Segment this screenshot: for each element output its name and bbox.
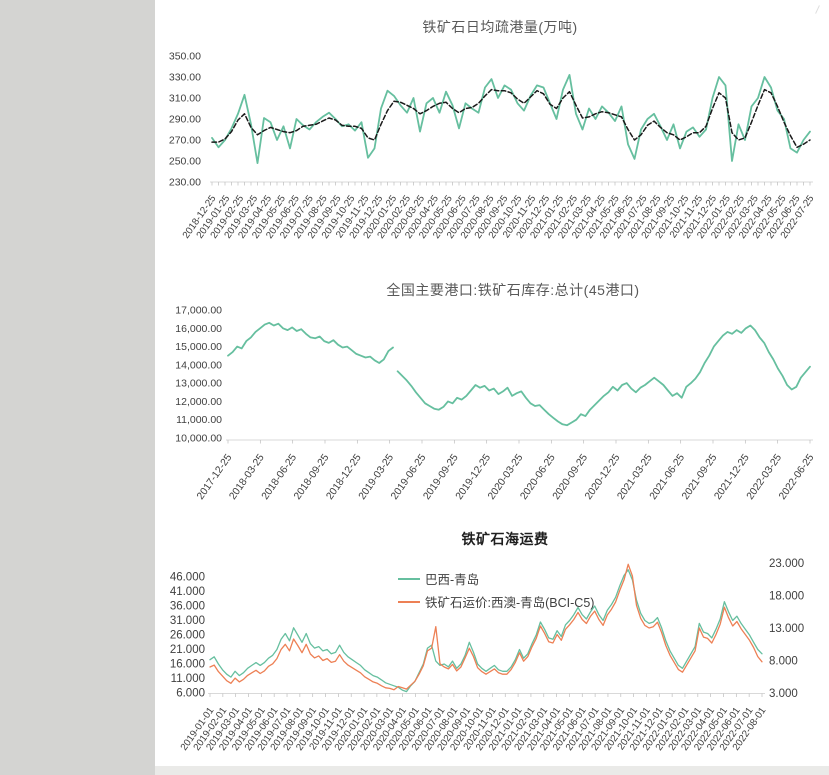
svg-text:250.00: 250.00	[169, 156, 201, 168]
chart-title-port-inventory: 全国主要港口:铁矿石库存:总计(45港口)	[386, 282, 640, 298]
port-inventory-plot: 10,000.00 11,000.00 12,000.00 13,000.00 14,0…	[175, 305, 816, 502]
svg-text:18.000: 18.000	[769, 591, 804, 603]
y-axis-labels: 6.000 11.000 16.000 21.000 26.000 31.000 36.00…	[170, 572, 205, 700]
svg-text:12,000.00: 12,000.00	[175, 396, 222, 408]
sea-freight-legend: 巴西-青岛 铁矿石运价:西澳-青岛(BCI-C5)	[398, 570, 594, 610]
chart-daily-port-dispatch: 铁矿石日均疏港量(万吨) 230.00 250.00 270.00 290.00 310…	[155, 0, 829, 268]
x-axis-labels: 2019-01-012019-02-012019-03-012019-04-01…	[179, 705, 769, 752]
x-axis-labels: 2017-12-252018-03-252018-06-252018-09-25…	[195, 452, 816, 502]
svg-text:16,000.00: 16,000.00	[175, 323, 222, 335]
svg-text:3.000: 3.000	[769, 688, 798, 700]
legend-label-west-australia-qingdao: 铁矿石运价:西澳-青岛(BCI-C5)	[425, 596, 595, 610]
svg-text:310.00: 310.00	[169, 93, 201, 105]
svg-text:6.000: 6.000	[176, 688, 205, 700]
svg-text:17,000.00: 17,000.00	[175, 305, 222, 317]
svg-text:290.00: 290.00	[169, 114, 201, 126]
legend-item-west-australia-qingdao: 铁矿石运价:西澳-青岛(BCI-C5)	[398, 593, 594, 610]
series-line-2	[211, 88, 811, 149]
chart-title-daily-port-dispatch: 铁矿石日均疏港量(万吨)	[422, 19, 578, 35]
daily-port-dispatch-plot: 230.00 250.00 270.00 290.00 310.00 330.00 350.…	[169, 51, 817, 241]
x-axis	[210, 181, 813, 186]
svg-text:10,000.00: 10,000.00	[175, 433, 222, 445]
svg-text:270.00: 270.00	[169, 135, 201, 147]
x-axis	[208, 693, 765, 697]
legend-line-swatch-green	[398, 577, 420, 580]
svg-text:16.000: 16.000	[170, 659, 205, 671]
x-axis-labels: 2018-12-252019-01-252019-02-252019-03-25…	[181, 193, 817, 241]
svg-text:8.000: 8.000	[769, 656, 798, 668]
svg-text:36.000: 36.000	[170, 601, 205, 613]
right-axis-labels: 3.000 8.000 13.000 18.000 23.000	[769, 558, 804, 700]
legend-item-brazil-qingdao: 巴西-青岛	[398, 570, 594, 587]
svg-text:330.00: 330.00	[169, 72, 201, 84]
svg-text:41.000: 41.000	[170, 586, 205, 598]
series-line-1	[211, 74, 811, 165]
series-line-1	[396, 324, 811, 427]
svg-text:31.000: 31.000	[170, 615, 205, 627]
svg-text:350.00: 350.00	[169, 51, 201, 63]
y-axis-labels: 230.00 250.00 270.00 290.00 310.00 330.00 350.…	[169, 51, 201, 189]
svg-text:11,000.00: 11,000.00	[176, 414, 222, 426]
svg-text:15,000.00: 15,000.00	[175, 341, 222, 353]
svg-text:230.00: 230.00	[169, 177, 201, 189]
x-axis	[226, 439, 813, 444]
chart-sea-freight: 铁矿石海运费 6.000 11.000 16.000 21.000 26.000 31.0…	[155, 520, 829, 775]
legend-line-swatch-orange	[398, 600, 420, 603]
svg-text:14,000.00: 14,000.00	[175, 359, 222, 371]
sidebar-panel	[0, 0, 155, 775]
charts-area: 铁矿石日均疏港量(万吨) 230.00 250.00 270.00 290.00 310…	[155, 0, 829, 775]
y-axis-labels: 10,000.00 11,000.00 12,000.00 13,000.00 14,0…	[175, 305, 222, 445]
svg-text:13,000.00: 13,000.00	[175, 378, 222, 390]
series-line-1	[227, 321, 394, 364]
legend-label-brazil-qingdao: 巴西-青岛	[425, 573, 480, 587]
series-line-1	[209, 569, 763, 693]
svg-text:23.000: 23.000	[769, 558, 804, 570]
svg-text:26.000: 26.000	[170, 630, 205, 642]
svg-text:46.000: 46.000	[170, 572, 205, 584]
svg-text:21.000: 21.000	[170, 644, 205, 656]
chart-port-inventory: 全国主要港口:铁矿石库存:总计(45港口) 10,000.00 11,000.00…	[155, 270, 829, 520]
svg-text:11.000: 11.000	[171, 673, 205, 685]
series-line-2	[209, 563, 763, 691]
footer-strip	[155, 766, 829, 775]
chart-title-sea-freight: 铁矿石海运费	[461, 531, 549, 547]
svg-text:13.000: 13.000	[769, 623, 804, 635]
sea-freight-plot: 6.000 11.000 16.000 21.000 26.000 31.000 36.00…	[170, 558, 804, 753]
